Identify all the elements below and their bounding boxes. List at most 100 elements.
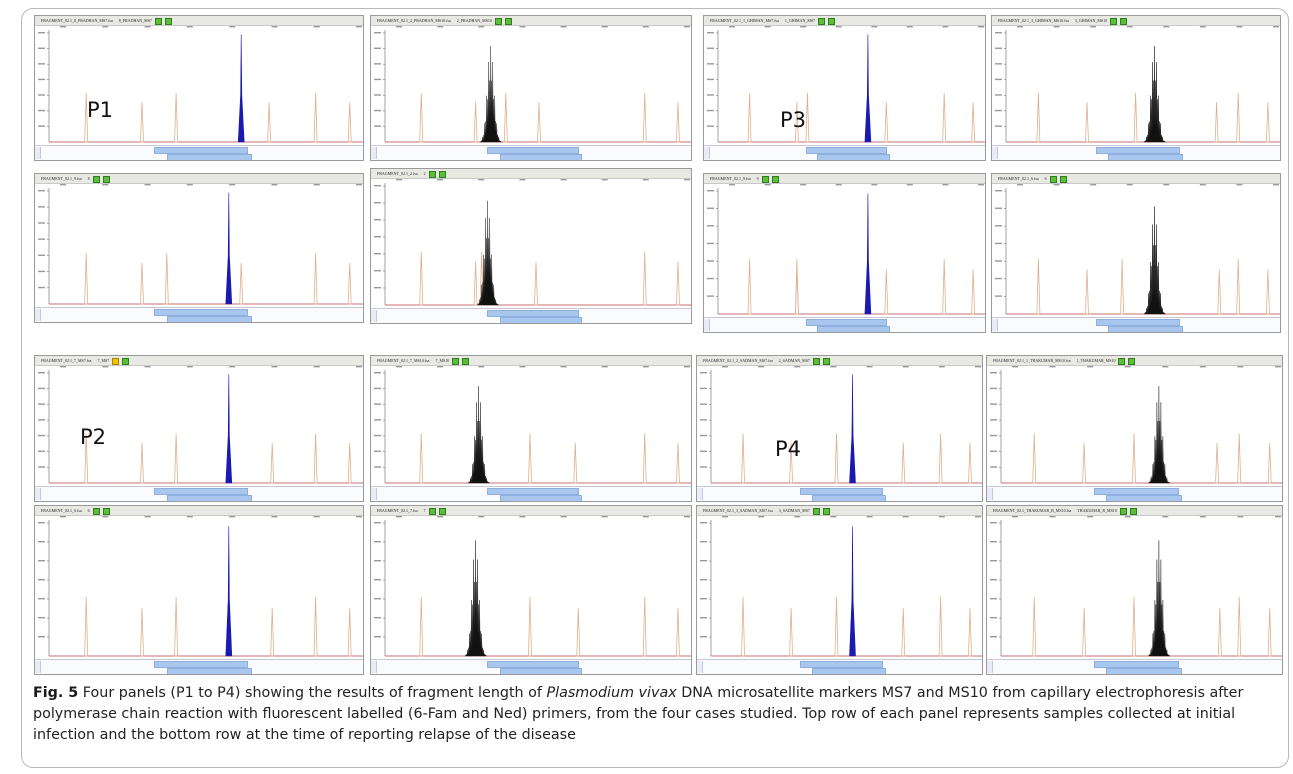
status-square-icon[interactable] — [504, 17, 512, 25]
status-square-icon[interactable] — [1110, 17, 1118, 25]
plot-scrollbar[interactable] — [35, 145, 363, 160]
status-square-icon[interactable] — [112, 357, 120, 365]
scroll-thumb[interactable] — [1108, 154, 1183, 160]
status-square-icon[interactable] — [1118, 357, 1126, 365]
size-standard-peak — [313, 92, 318, 143]
scroll-thumb[interactable] — [1093, 488, 1180, 495]
plot-scrollbar[interactable] — [992, 317, 1280, 332]
status-square-icon[interactable] — [1129, 507, 1137, 515]
status-square-icon[interactable] — [438, 170, 446, 178]
status-square-icon[interactable] — [494, 17, 502, 25]
scroll-thumb[interactable] — [486, 147, 580, 154]
status-square-icon[interactable] — [92, 507, 100, 515]
status-square-icon[interactable] — [122, 357, 130, 365]
scroll-thumb[interactable] — [1093, 661, 1180, 668]
scroll-thumb[interactable] — [153, 309, 249, 316]
x-tick-label-mark — [396, 179, 402, 181]
scroll-thumb[interactable] — [486, 661, 580, 668]
status-square-icon[interactable] — [812, 507, 820, 515]
scroll-thumb[interactable] — [811, 495, 886, 501]
plot-file-name: FRAGMENT_02.1_6.fsa — [998, 176, 1039, 181]
status-square-icon[interactable] — [428, 170, 436, 178]
y-tick-label-mark — [995, 94, 1002, 96]
scroll-thumb[interactable] — [486, 488, 580, 495]
status-square-icon[interactable] — [154, 17, 162, 25]
status-square-icon[interactable] — [771, 175, 779, 183]
status-square-icon[interactable] — [438, 507, 446, 515]
plot-scrollbar[interactable] — [371, 486, 691, 501]
scroll-thumb[interactable] — [499, 668, 583, 674]
scroll-thumb[interactable] — [153, 147, 249, 154]
y-tick-label-mark — [707, 32, 714, 34]
scroll-thumb[interactable] — [153, 661, 249, 668]
status-square-icon[interactable] — [818, 17, 826, 25]
status-square-icon[interactable] — [164, 17, 172, 25]
status-square-icon[interactable] — [1119, 507, 1127, 515]
scroll-thumb[interactable] — [1108, 326, 1183, 332]
plot-scrollbar[interactable] — [35, 659, 363, 674]
scroll-thumb[interactable] — [153, 488, 249, 495]
scroll-thumb[interactable] — [167, 154, 252, 160]
scroll-thumb[interactable] — [167, 495, 252, 501]
plot-file-name: FRAGMENT_02.1_1_GHIMAN_MS7.fsa — [710, 18, 779, 23]
scroll-thumb[interactable] — [817, 326, 890, 332]
plot-scrollbar[interactable] — [371, 145, 691, 160]
scroll-thumb[interactable] — [499, 154, 583, 160]
status-square-icon[interactable] — [428, 507, 436, 515]
status-square-icon[interactable] — [828, 17, 836, 25]
size-standard-peak — [938, 433, 943, 484]
plot-scrollbar[interactable] — [371, 659, 691, 674]
plot-title-bar: FRAGMENT_02.1_7.fsa 7 — [371, 506, 691, 516]
status-square-icon[interactable] — [1049, 175, 1057, 183]
scroll-thumb[interactable] — [1105, 668, 1183, 674]
scroll-thumb[interactable] — [817, 154, 890, 160]
scroll-thumb[interactable] — [800, 661, 883, 668]
plot-scrollbar[interactable] — [697, 486, 982, 501]
size-standard-peak — [84, 433, 89, 484]
status-square-icon[interactable] — [1120, 17, 1128, 25]
status-square-icon[interactable] — [812, 357, 820, 365]
scroll-thumb[interactable] — [486, 310, 580, 317]
scroll-thumb[interactable] — [167, 316, 252, 322]
electropherogram-9: FRAGMENT_02.1_7_MS7.fsa 7_MS7 — [34, 355, 364, 502]
scroll-thumb[interactable] — [1096, 319, 1180, 326]
y-tick-label-mark — [700, 372, 707, 374]
scroll-thumb[interactable] — [1105, 495, 1183, 501]
scroll-thumb[interactable] — [800, 488, 883, 495]
ms10-allele-peak — [1148, 386, 1170, 484]
scroll-thumb[interactable] — [1096, 147, 1180, 154]
scroll-thumb[interactable] — [167, 668, 252, 674]
y-tick-label-mark — [707, 47, 714, 49]
plot-scrollbar[interactable] — [371, 308, 691, 323]
plot-scrollbar[interactable] — [987, 659, 1282, 674]
scroll-thumb[interactable] — [499, 317, 583, 323]
status-square-icon[interactable] — [822, 357, 830, 365]
x-tick-label-mark — [186, 366, 193, 368]
panel-label-p2: P2 — [80, 425, 107, 449]
status-square-icon[interactable] — [1059, 175, 1067, 183]
status-square-icon[interactable] — [452, 357, 460, 365]
status-square-icon[interactable] — [761, 175, 769, 183]
x-tick-label-mark — [1126, 26, 1133, 28]
status-square-icon[interactable] — [822, 507, 830, 515]
status-square-icon[interactable] — [102, 175, 110, 183]
scroll-thumb[interactable] — [805, 319, 888, 326]
plot-scrollbar[interactable] — [704, 317, 985, 332]
status-square-icon[interactable] — [1128, 357, 1136, 365]
status-square-icon[interactable] — [92, 175, 100, 183]
scroll-thumb[interactable] — [805, 147, 888, 154]
plot-scrollbar[interactable] — [704, 145, 985, 160]
scroll-thumb[interactable] — [499, 495, 583, 501]
y-tick-label-mark — [707, 225, 714, 227]
plot-scrollbar[interactable] — [992, 145, 1280, 160]
scroll-thumb[interactable] — [811, 668, 886, 674]
status-square-icon[interactable] — [102, 507, 110, 515]
plot-scrollbar[interactable] — [35, 486, 363, 501]
x-tick-label-mark — [271, 26, 278, 28]
plot-scrollbar[interactable] — [697, 659, 982, 674]
status-square-icon[interactable] — [462, 357, 470, 365]
plot-sample-name: 3_SADMAN_MS7 — [778, 508, 810, 513]
size-standard-peak — [270, 442, 275, 484]
plot-scrollbar[interactable] — [35, 307, 363, 322]
plot-scrollbar[interactable] — [987, 486, 1282, 501]
